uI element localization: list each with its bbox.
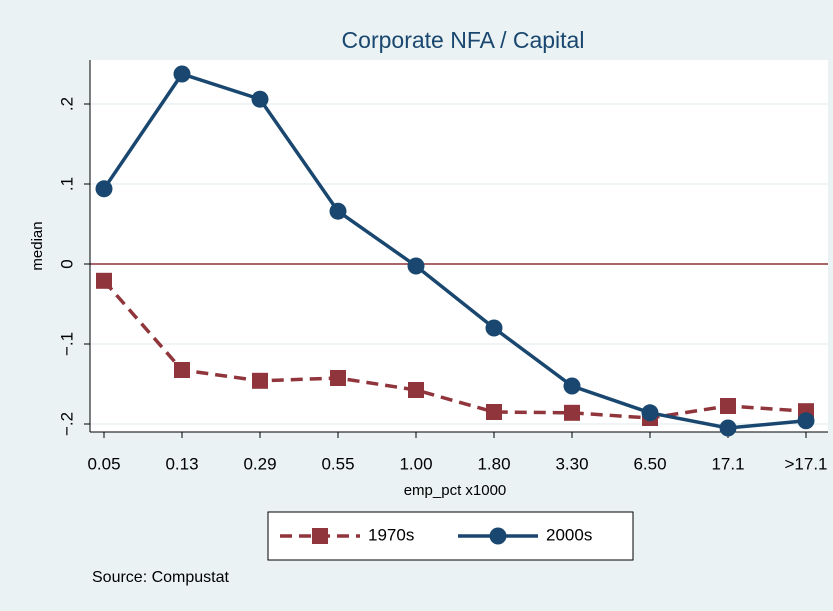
point bbox=[96, 272, 112, 289]
note: Source: Compustat bbox=[92, 569, 230, 586]
point bbox=[485, 319, 503, 337]
legend-label: 1970s bbox=[368, 525, 414, 544]
point bbox=[251, 90, 269, 108]
x-tick-label: 17.1 bbox=[711, 454, 744, 473]
point bbox=[564, 404, 580, 421]
y-axis-label: median bbox=[29, 221, 46, 270]
point bbox=[719, 419, 737, 437]
x-tick-label: 1.00 bbox=[399, 454, 432, 473]
point bbox=[720, 398, 736, 414]
y-tick-label: 0 bbox=[57, 259, 76, 268]
point bbox=[330, 370, 346, 386]
x-tick-label: 6.50 bbox=[633, 454, 666, 473]
y-tick-label: .1 bbox=[57, 177, 76, 191]
point bbox=[563, 377, 581, 395]
y-tick-label: −.1 bbox=[57, 332, 76, 356]
point bbox=[173, 65, 191, 83]
x-tick-label: 1.80 bbox=[477, 454, 510, 473]
chart-title: Corporate NFA / Capital bbox=[342, 27, 585, 53]
point bbox=[641, 404, 659, 422]
point bbox=[329, 202, 347, 220]
x-tick-label: 0.55 bbox=[321, 454, 354, 473]
point bbox=[174, 362, 190, 378]
point bbox=[797, 412, 815, 430]
legend-label: 2000s bbox=[546, 525, 592, 544]
x-tick-label: 3.30 bbox=[555, 454, 588, 473]
x-axis-label: emp_pct x1000 bbox=[404, 482, 507, 499]
x-tick-label: >17.1 bbox=[784, 454, 827, 473]
x-tick-label: 0.05 bbox=[87, 454, 120, 473]
point bbox=[408, 382, 424, 398]
series-line bbox=[102, 71, 807, 430]
legend-marker bbox=[489, 527, 507, 545]
series-line bbox=[102, 279, 807, 420]
y-tick-label: −.2 bbox=[57, 412, 76, 436]
legend-marker bbox=[312, 528, 328, 544]
point bbox=[252, 372, 268, 389]
x-tick-label: 0.29 bbox=[243, 454, 276, 473]
point bbox=[407, 257, 425, 275]
point bbox=[486, 404, 502, 420]
point bbox=[95, 180, 113, 198]
plot-area bbox=[90, 60, 828, 432]
y-tick-label: .2 bbox=[57, 97, 76, 111]
x-tick-label: 0.13 bbox=[165, 454, 198, 473]
